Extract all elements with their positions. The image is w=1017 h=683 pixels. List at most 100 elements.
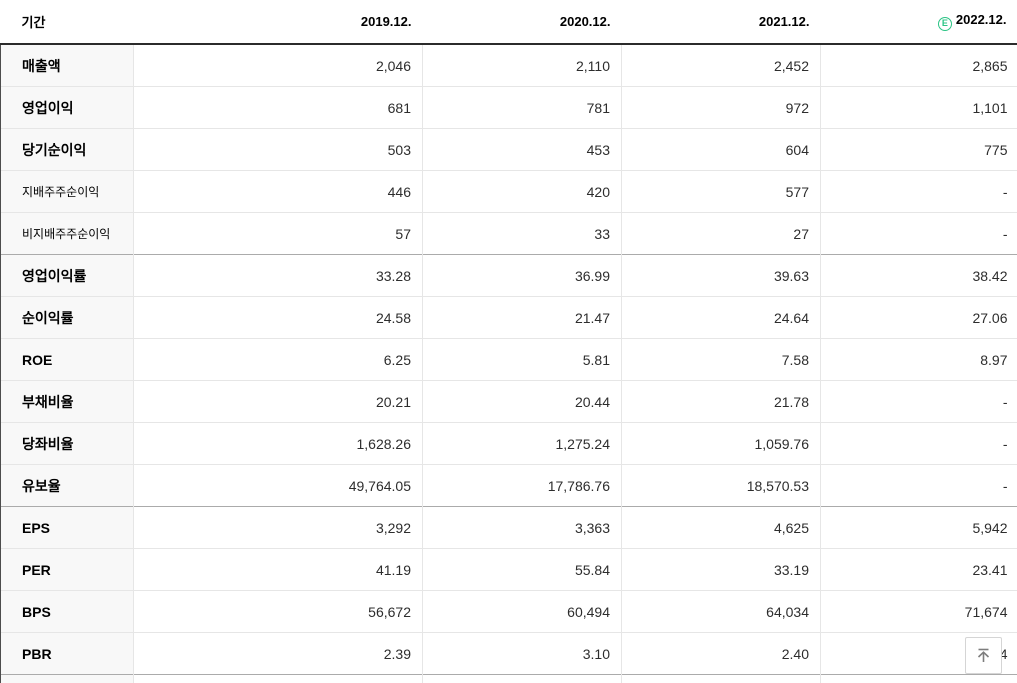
table-row: 유보율 49,764.05 17,786.76 18,570.53 -	[0, 464, 1017, 507]
header-row: 기간 2019.12. 2020.12. 2021.12. E 2022.12.	[0, 0, 1017, 45]
row-label: PBR	[0, 632, 134, 675]
cell-value: 972	[621, 86, 821, 129]
table-row: 지배주주순이익 446 420 577 -	[0, 170, 1017, 213]
row-label: 매출액	[0, 44, 134, 87]
table-row: 부채비율 20.21 20.44 21.78 -	[0, 380, 1017, 423]
cell-value: -	[820, 170, 1017, 213]
cell-value: 2.40	[621, 632, 821, 675]
cell-value: 775	[820, 128, 1017, 171]
cell-value: 36.99	[422, 254, 622, 297]
cell-value: 71,674	[820, 590, 1017, 633]
cell-value: 8.97	[820, 338, 1017, 381]
table-row: 영업이익률 33.28 36.99 39.63 38.42	[0, 254, 1017, 297]
cell-value: 781	[422, 86, 622, 129]
cell-value: 60,494	[422, 590, 622, 633]
cell-value: 57	[133, 212, 423, 255]
cell-value: 20.44	[422, 380, 622, 423]
cell-value: 41.19	[133, 548, 423, 591]
row-label: BPS	[0, 590, 134, 633]
column-header-2020: 2020.12.	[422, 0, 622, 45]
cell-value: 3.10	[422, 632, 622, 675]
cell-value: 24.64	[621, 296, 821, 339]
cell-value: 5.81	[422, 338, 622, 381]
table-row: 주당배당금 - - - -	[0, 674, 1017, 683]
cell-value: 3,363	[422, 506, 622, 549]
row-label: 당좌비율	[0, 422, 134, 465]
column-header-2022-estimate: E 2022.12.	[820, 0, 1017, 45]
row-label: 당기순이익	[0, 128, 134, 171]
cell-value: 49,764.05	[133, 464, 423, 507]
cell-value: 64,034	[621, 590, 821, 633]
table-row: ROE 6.25 5.81 7.58 8.97	[0, 338, 1017, 381]
table-row: 당기순이익 503 453 604 775	[0, 128, 1017, 171]
cell-value: 17,786.76	[422, 464, 622, 507]
cell-value: 3,292	[133, 506, 423, 549]
cell-value: 23.41	[820, 548, 1017, 591]
cell-value: 577	[621, 170, 821, 213]
cell-value: 33.28	[133, 254, 423, 297]
cell-value: -	[820, 380, 1017, 423]
column-header-2019: 2019.12.	[133, 0, 423, 45]
cell-value: 27	[621, 212, 821, 255]
scroll-to-top-button[interactable]	[965, 637, 1002, 674]
cell-value: 6.25	[133, 338, 423, 381]
cell-value: 38.42	[820, 254, 1017, 297]
cell-value: 33.19	[621, 548, 821, 591]
cell-value: 21.47	[422, 296, 622, 339]
cell-value: 21.78	[621, 380, 821, 423]
cell-value: 453	[422, 128, 622, 171]
row-label: PER	[0, 548, 134, 591]
period-header: 기간	[0, 0, 134, 45]
cell-value: 55.84	[422, 548, 622, 591]
row-label: 비지배주주순이익	[0, 212, 134, 255]
cell-value: 446	[133, 170, 423, 213]
cell-value: 420	[422, 170, 622, 213]
table-row: 당좌비율 1,628.26 1,275.24 1,059.76 -	[0, 422, 1017, 465]
table-row: EPS 3,292 3,363 4,625 5,942	[0, 506, 1017, 549]
row-label: 순이익률	[0, 296, 134, 339]
table-row: 영업이익 681 781 972 1,101	[0, 86, 1017, 129]
column-header-2021: 2021.12.	[621, 0, 821, 45]
cell-value: 503	[133, 128, 423, 171]
cell-value: -	[820, 212, 1017, 255]
cell-value: 681	[133, 86, 423, 129]
cell-value: 7.58	[621, 338, 821, 381]
row-label: 영업이익률	[0, 254, 134, 297]
cell-value: -	[133, 674, 423, 683]
column-header-label: 2022.12.	[955, 12, 1007, 27]
cell-value: 2,865	[820, 44, 1017, 87]
table-row: 비지배주주순이익 57 33 27 -	[0, 212, 1017, 255]
row-label: 주당배당금	[0, 674, 134, 683]
cell-value: -	[820, 422, 1017, 465]
cell-value: 20.21	[133, 380, 423, 423]
row-label: ROE	[0, 338, 134, 381]
cell-value: -	[422, 674, 622, 683]
cell-value: 2,110	[422, 44, 622, 87]
row-label: EPS	[0, 506, 134, 549]
cell-value: 604	[621, 128, 821, 171]
cell-value: 33	[422, 212, 622, 255]
cell-value: 5,942	[820, 506, 1017, 549]
table-row: PBR 2.39 3.10 2.40 1.94	[0, 632, 1017, 675]
table-row: BPS 56,672 60,494 64,034 71,674	[0, 590, 1017, 633]
cell-value: -	[820, 674, 1017, 683]
cell-value: 4,625	[621, 506, 821, 549]
row-label: 지배주주순이익	[0, 170, 134, 213]
row-label: 유보율	[0, 464, 134, 507]
cell-value: 1,101	[820, 86, 1017, 129]
table-row: 매출액 2,046 2,110 2,452 2,865	[0, 44, 1017, 87]
row-label: 영업이익	[0, 86, 134, 129]
cell-value: -	[820, 464, 1017, 507]
cell-value: 56,672	[133, 590, 423, 633]
cell-value: 2,452	[621, 44, 821, 87]
cell-value: 1,275.24	[422, 422, 622, 465]
cell-value: 27.06	[820, 296, 1017, 339]
cell-value: 39.63	[621, 254, 821, 297]
cell-value: -	[621, 674, 821, 683]
table-row: 순이익률 24.58 21.47 24.64 27.06	[0, 296, 1017, 339]
table-row: PER 41.19 55.84 33.19 23.41	[0, 548, 1017, 591]
cell-value: 18,570.53	[621, 464, 821, 507]
scroll-to-top-arrow-icon	[977, 648, 990, 662]
